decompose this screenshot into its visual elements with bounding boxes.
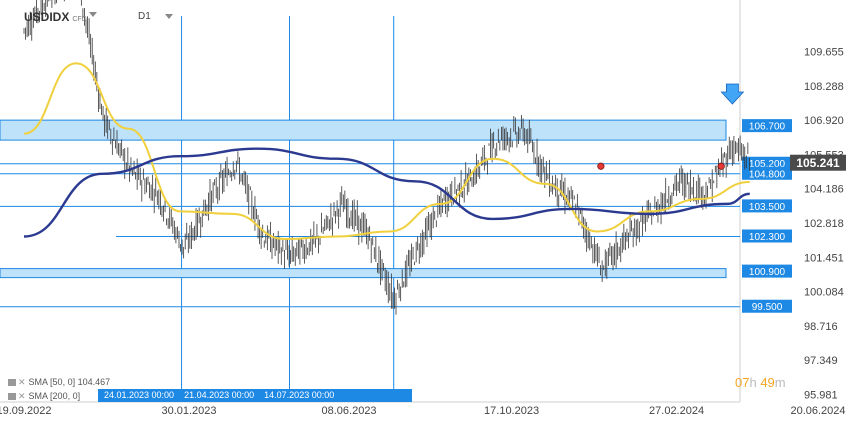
resistance-dot: [717, 162, 725, 170]
level-label-box: [742, 166, 792, 180]
legend-handle-icon: [8, 393, 16, 401]
candles: [23, 0, 750, 315]
level-label: 104.800: [749, 169, 786, 180]
legend-sma200[interactable]: ✕ SMA [200, 0]: [8, 391, 80, 402]
price-tick-label: 95.981: [804, 390, 838, 402]
date-marker: 24.01.2023 00:00: [104, 390, 175, 400]
remove-indicator-icon[interactable]: ✕: [18, 377, 26, 387]
time-tick-label: 30.01.2023: [161, 405, 216, 417]
legend-handle-icon: [8, 379, 16, 387]
sma50-line: [23, 62, 750, 241]
current-price-label: 105.241: [796, 156, 840, 170]
price-tick-label: 109.655: [804, 47, 844, 59]
symbol-dropdown-icon[interactable]: [89, 12, 97, 17]
date-marker: 21.04.2023 00:00: [184, 390, 255, 400]
time-tick-label: 20.06.2024: [790, 405, 845, 417]
level-label: 100.900: [749, 267, 786, 278]
level-label-box: [742, 229, 792, 243]
remove-indicator-icon[interactable]: ✕: [18, 391, 26, 401]
timeframe-dropdown-icon[interactable]: [165, 14, 173, 19]
symbol-label[interactable]: USDIDX CFD: [24, 10, 87, 24]
level-zone: [0, 119, 727, 141]
timeframe-label[interactable]: D1: [138, 11, 151, 22]
price-tick-label: 98.716: [804, 321, 838, 333]
down-arrow-icon: [720, 83, 745, 105]
price-tick-label: 104.186: [804, 184, 844, 196]
resistance-dot: [597, 162, 605, 170]
legend-sma200-label: SMA [200, 0]: [28, 391, 81, 401]
legend-sma50[interactable]: ✕ SMA [50, 0] 104.467: [8, 377, 110, 388]
price-tick-label: 100.084: [804, 287, 844, 299]
vertical-marker-dates: 24.01.2023 00:00 21.04.2023 00:00 14.07.20…: [98, 389, 412, 402]
symbol-name: USDIDX: [24, 10, 70, 24]
current-price-box: [790, 154, 846, 171]
level-label-box: [742, 199, 792, 213]
level-label: 106.700: [749, 122, 786, 133]
price-tick-label: 106.920: [804, 115, 844, 127]
candle-countdown: 07h 49m: [735, 375, 786, 390]
level-label-box: [742, 264, 792, 278]
date-marker: 14.07.2023 00:00: [264, 390, 335, 400]
time-tick-label: 08.06.2023: [322, 405, 377, 417]
level-label-box: [742, 299, 792, 313]
level-label: 103.500: [749, 202, 786, 213]
price-tick-label: 102.818: [804, 218, 844, 230]
legend-sma50-label: SMA [50, 0] 104.467: [28, 377, 111, 387]
sma200-line: [23, 147, 750, 238]
price-tick-label: 108.288: [804, 81, 844, 93]
time-tick-label: 27.02.2024: [649, 405, 704, 417]
level-zone: [0, 268, 727, 279]
time-tick-label: 17.10.2023: [484, 405, 539, 417]
level-label-box: [742, 119, 792, 133]
level-label: 105.200: [749, 159, 786, 170]
symbol-tag: CFD: [72, 16, 87, 23]
price-tick-label: 97.349: [804, 355, 838, 367]
level-label: 102.300: [749, 232, 786, 243]
plot-background: [0, 0, 740, 402]
level-label-box: [742, 156, 792, 170]
price-tick-label: 101.451: [804, 252, 844, 264]
level-label: 99.500: [752, 302, 783, 313]
time-tick-label: 19.09.2022: [0, 405, 52, 417]
